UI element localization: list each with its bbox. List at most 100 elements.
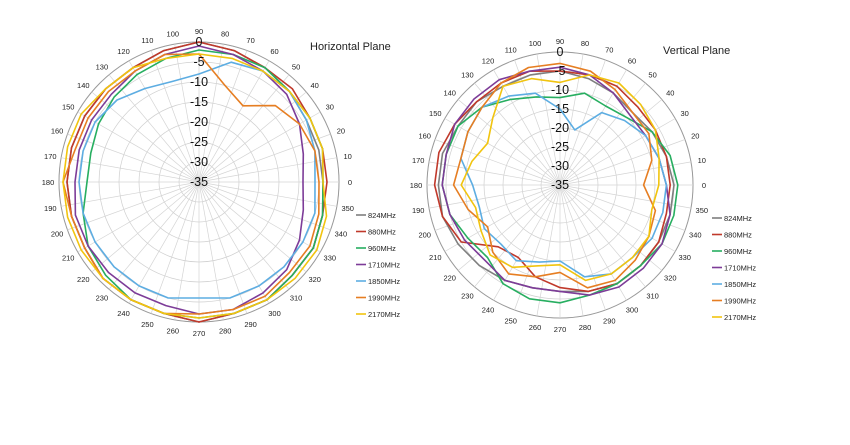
angle-label: 120	[117, 47, 130, 56]
radial-tick-label: -5	[554, 64, 565, 78]
grid-spoke	[150, 50, 200, 183]
angle-label: 20	[337, 126, 345, 135]
grid-spoke	[434, 139, 561, 186]
radial-tick-label: -30	[190, 155, 208, 169]
angle-label: 200	[51, 230, 64, 239]
angle-label: 150	[62, 103, 75, 112]
angle-label: 330	[678, 253, 691, 262]
legend-label: 1710MHz	[368, 260, 400, 269]
grid-spoke	[128, 60, 200, 183]
radial-tick-label: -20	[551, 121, 569, 135]
legend: 824MHz 880MHz 960MHz 1710MHz 1850MHz 1990MHz 2…	[712, 214, 756, 322]
angle-label: 50	[292, 62, 300, 71]
angle-label: 310	[290, 294, 303, 303]
angle-label: 160	[51, 126, 64, 135]
legend-label: 1850MHz	[368, 277, 400, 286]
angle-label: 300	[268, 309, 281, 318]
angle-label: 100	[529, 39, 542, 48]
angle-label: 130	[461, 71, 474, 80]
radial-tick-label: -30	[551, 159, 569, 173]
series-2170MHz	[460, 74, 660, 282]
grid-spoke	[198, 181, 307, 273]
angle-label: 110	[141, 36, 153, 45]
angle-label: 160	[418, 132, 431, 141]
legend-label: 824MHz	[724, 214, 752, 223]
grid-spoke	[198, 74, 290, 183]
grid-spoke	[108, 181, 200, 290]
radial-tick-label: -15	[190, 95, 208, 109]
angle-label: 320	[308, 275, 321, 284]
legend-label: 1710MHz	[724, 263, 756, 272]
grid-spoke	[536, 184, 561, 317]
angle-label: 110	[505, 46, 517, 55]
angle-label: 30	[326, 103, 334, 112]
grid-spoke	[198, 50, 248, 183]
angle-label: 150	[429, 109, 442, 118]
radial-tick-label: 0	[557, 45, 564, 59]
series-1710MHz	[441, 66, 671, 296]
angle-label: 270	[193, 329, 206, 338]
angle-label: 70	[605, 46, 613, 55]
radial-tick-label: -10	[190, 75, 208, 89]
angle-label: 190	[412, 206, 425, 215]
series-2170MHz	[62, 53, 328, 319]
grid-spoke	[77, 181, 200, 253]
angle-label: 50	[648, 71, 656, 80]
angle-label: 10	[698, 156, 706, 165]
grid-spoke	[198, 181, 331, 231]
radial-tick-label: -15	[551, 102, 569, 116]
angle-label: 230	[96, 294, 109, 303]
angle-label: 170	[44, 152, 57, 161]
angle-label: 60	[270, 47, 278, 56]
angle-label: 260	[167, 327, 180, 336]
grid-spoke	[457, 184, 561, 271]
angle-label: 300	[626, 306, 639, 315]
angle-label: 250	[504, 316, 517, 325]
radial-tick-label: -25	[190, 135, 208, 149]
angle-label: 280	[219, 327, 232, 336]
grid-spoke	[61, 157, 200, 183]
angle-label: 340	[335, 230, 348, 239]
radial-tick-label: -35	[190, 175, 208, 189]
angle-label: 220	[443, 274, 456, 283]
angle-label: 350	[696, 206, 709, 215]
grid-spoke	[174, 44, 200, 183]
grid-spoke	[91, 181, 200, 273]
grid-spoke	[514, 184, 561, 311]
angle-label: 140	[77, 81, 90, 90]
grid-spoke	[493, 69, 561, 186]
angle-label: 310	[646, 291, 659, 300]
grid-spoke	[198, 181, 224, 320]
angle-label: 120	[482, 56, 495, 65]
grid-spoke	[457, 99, 561, 186]
grid-spoke	[198, 91, 307, 183]
grid-spoke	[198, 181, 290, 290]
radial-tick-label: -5	[193, 55, 204, 69]
grid-spoke	[198, 60, 270, 183]
angle-label: 10	[344, 152, 352, 161]
grid-spoke	[198, 181, 337, 207]
chart-title: Vertical Plane	[663, 45, 730, 57]
angle-label: 280	[579, 323, 592, 332]
angle-label: 320	[664, 274, 677, 283]
grid-spoke	[174, 181, 200, 320]
angle-label: 190	[44, 204, 57, 213]
angle-label: 130	[96, 62, 109, 71]
radial-tick-label: -20	[190, 115, 208, 129]
grid-spoke	[198, 181, 270, 304]
angle-label: 70	[246, 36, 254, 45]
radial-tick-label: -35	[551, 178, 569, 192]
legend-label: 960MHz	[368, 244, 396, 253]
angle-label: 40	[666, 88, 674, 97]
legend-label: 1990MHz	[724, 296, 756, 305]
polar-chart-2: 0 -5 -10 -15 -20 -25 -30 -35 0 10 20 30 40 50 60 70 80 90…	[410, 37, 757, 334]
grid-spoke	[559, 184, 676, 252]
angle-label: 90	[556, 37, 564, 46]
series-1990MHz	[452, 62, 657, 289]
angle-label: 90	[195, 27, 203, 36]
angle-label: 100	[167, 29, 180, 38]
angle-label: 330	[324, 254, 337, 263]
angle-label: 270	[554, 325, 567, 334]
angle-label: 20	[691, 132, 699, 141]
